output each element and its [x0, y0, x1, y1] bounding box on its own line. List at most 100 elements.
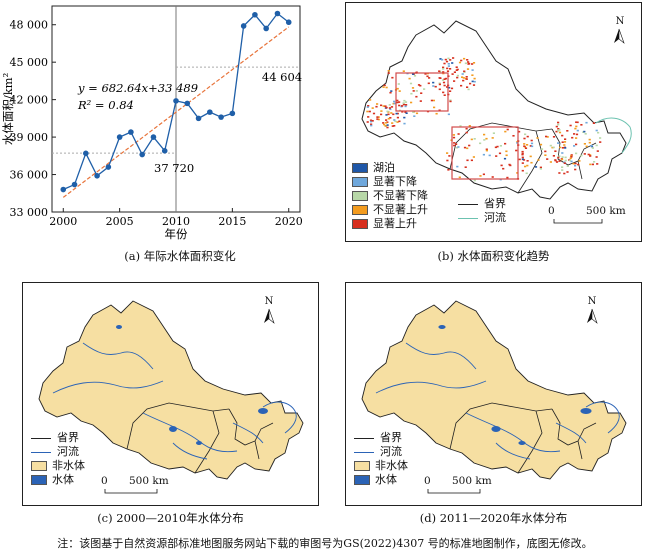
trend-pixel — [444, 77, 447, 80]
legend-boundary-c: 省界 — [57, 431, 79, 444]
trend-pixel — [575, 143, 578, 146]
trend-pixel — [466, 147, 469, 150]
trend-pixel — [471, 69, 474, 71]
trend-pixel — [473, 138, 476, 140]
trend-pixel — [412, 111, 415, 113]
trend-pixel — [419, 100, 422, 102]
water-map-2000-2010 — [38, 300, 304, 494]
legend-label: 不显著下降 — [373, 189, 428, 202]
trend-pixel — [376, 103, 379, 105]
trend-pixel — [456, 74, 459, 77]
trend-pixel — [500, 164, 503, 167]
trend-pixel — [412, 90, 415, 92]
trend-pixel — [496, 145, 499, 148]
trend-pixel — [593, 161, 596, 163]
trend-pixel — [473, 77, 476, 80]
data-point — [71, 181, 78, 188]
trend-pixel — [413, 115, 416, 117]
trend-pixel — [544, 154, 547, 156]
trend-pixel — [455, 143, 458, 145]
trend-pixel — [447, 63, 450, 65]
region-outline — [361, 20, 627, 200]
trend-pixel — [569, 157, 572, 160]
trend-pixel — [393, 102, 396, 105]
trend-pixel — [388, 107, 391, 109]
river-teal — [595, 117, 632, 154]
trend-pixel — [561, 156, 564, 158]
trend-pixel — [524, 133, 527, 136]
trend-pixel — [368, 110, 371, 113]
trend-pixel — [433, 106, 436, 109]
trend-pixel — [444, 58, 447, 61]
trend-pixel — [443, 62, 446, 65]
trend-pixel — [396, 101, 399, 104]
trend-pixel — [398, 104, 401, 107]
trend-pixel — [423, 88, 426, 90]
trend-pixel — [552, 146, 555, 149]
trend-pixel — [392, 113, 395, 116]
trend-pixel — [449, 100, 452, 103]
trend-pixel — [449, 99, 452, 102]
trend-pixel — [455, 66, 458, 68]
trend-pixel — [485, 137, 488, 140]
trend-pixel — [398, 120, 401, 123]
trend-pixel — [466, 59, 469, 61]
north-arrow-icon — [587, 309, 592, 323]
trend-pixels — [366, 57, 602, 182]
trend-pixel — [402, 70, 405, 72]
trend-pixel — [396, 87, 399, 90]
trend-pixel — [521, 156, 524, 159]
x-tick-label: 2000 — [49, 215, 77, 228]
data-point — [263, 25, 269, 32]
river-line — [375, 380, 487, 394]
trend-pixel — [451, 73, 454, 75]
trend-pixel — [557, 123, 560, 126]
trend-line — [62, 26, 290, 198]
trend-pixel — [570, 160, 573, 163]
trend-pixel — [488, 154, 491, 157]
trend-pixel — [531, 145, 534, 148]
trend-pixel — [561, 166, 564, 168]
trend-pixel — [483, 139, 486, 141]
line-legend-b: 省界 河流 — [458, 197, 506, 225]
trend-pixel — [580, 124, 583, 126]
trend-pixel — [448, 86, 451, 89]
trend-pixel — [578, 160, 581, 162]
trend-pixel — [387, 72, 390, 74]
province-boundary — [449, 122, 597, 194]
trend-pixel — [390, 106, 394, 108]
trend-pixel — [443, 84, 446, 87]
trend-pixel — [396, 112, 399, 115]
trend-pixel — [503, 157, 507, 160]
trend-pixel — [424, 73, 427, 75]
trend-pixel — [402, 103, 405, 106]
trend-pixel — [583, 143, 586, 145]
caption-d: (d) 2011—2020年水体分布 — [419, 511, 568, 525]
trend-pixel — [441, 58, 444, 61]
legend-river-c: 河流 — [57, 445, 79, 458]
data-point — [274, 10, 281, 17]
trend-pixel — [370, 120, 373, 123]
trend-pixel — [443, 94, 446, 96]
trend-pixel — [449, 68, 452, 70]
trend-pixel — [438, 82, 441, 85]
trend-pixel — [452, 136, 456, 139]
trend-pixel — [589, 155, 592, 157]
trend-pixel — [554, 150, 557, 152]
trend-pixel — [563, 162, 566, 164]
river-line — [82, 342, 154, 370]
trend-pixel — [485, 149, 488, 152]
trend-pixel — [447, 57, 450, 60]
x-axis-label: 年份 — [165, 227, 188, 241]
north-arrow-icon — [264, 309, 269, 323]
trend-pixel — [546, 136, 549, 138]
trend-pixel — [405, 112, 408, 114]
trend-pixel — [442, 91, 445, 94]
trend-pixel — [504, 142, 507, 145]
trend-pixel — [404, 111, 407, 113]
trend-pixel — [506, 128, 509, 131]
trend-pixel — [460, 84, 463, 87]
trend-pixel — [457, 146, 460, 148]
trend-pixel — [575, 125, 578, 128]
data-point — [161, 148, 168, 154]
